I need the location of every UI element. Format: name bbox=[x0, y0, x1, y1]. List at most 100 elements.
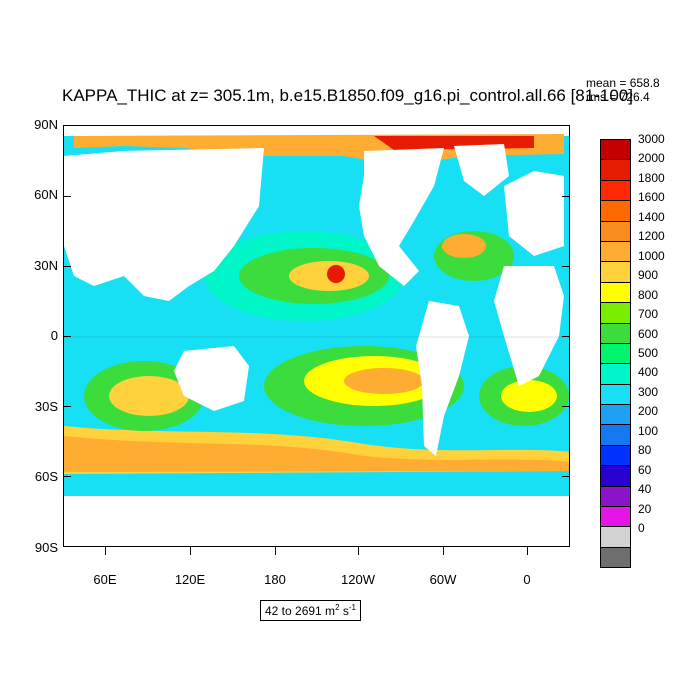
colorbar bbox=[600, 139, 631, 569]
stats-box: mean = 658.8 rms = 726.4 bbox=[586, 76, 660, 104]
southern-blue bbox=[64, 471, 569, 496]
colorbar-cell bbox=[600, 201, 631, 222]
y-label-30n: 30N bbox=[34, 258, 58, 273]
colorbar-cell bbox=[600, 180, 631, 202]
africa bbox=[494, 266, 564, 386]
asia bbox=[64, 148, 264, 301]
colorbar-cell bbox=[600, 486, 631, 508]
colorbar-cell bbox=[600, 364, 631, 385]
y-tick bbox=[562, 196, 570, 197]
southern-orange bbox=[64, 436, 569, 472]
colorbar-label: 1200 bbox=[638, 229, 665, 244]
colorbar-cell bbox=[600, 262, 631, 283]
colorbar-label: 900 bbox=[638, 268, 659, 283]
colorbar-cell bbox=[600, 466, 631, 487]
y-label-60s: 60S bbox=[34, 469, 58, 484]
north-america bbox=[359, 148, 444, 286]
colorbar-cell bbox=[600, 282, 631, 304]
x-label-60e: 60E bbox=[93, 572, 117, 587]
y-tick bbox=[63, 196, 71, 197]
npac-max bbox=[327, 265, 345, 283]
colorbar-cell bbox=[600, 323, 631, 344]
colorbar-cell bbox=[600, 160, 631, 181]
x-label-60w: 60W bbox=[429, 572, 457, 587]
satl-gyre-inner bbox=[501, 380, 557, 412]
antarctica bbox=[64, 496, 569, 546]
colorbar-label: 300 bbox=[638, 384, 659, 399]
colorbar-label: 200 bbox=[638, 404, 659, 419]
colorbar-label: 3000 bbox=[638, 132, 665, 146]
colorbar-label: 40 bbox=[638, 482, 652, 497]
colorbar-cell bbox=[600, 547, 631, 569]
natl-gyre-inner bbox=[442, 234, 486, 258]
colorbar-label: 1400 bbox=[638, 209, 665, 224]
colorbar-cell bbox=[600, 221, 631, 242]
colorbar-label: 100 bbox=[638, 423, 659, 438]
y-label-60n: 60N bbox=[34, 187, 58, 202]
colorbar-cell bbox=[600, 139, 631, 161]
y-label-eq: 0 bbox=[50, 328, 58, 343]
y-tick bbox=[562, 406, 570, 407]
polar-north-blank bbox=[64, 126, 569, 136]
plot-title: KAPPA_THIC at z= 305.1m, b.e15.B1850.f09… bbox=[62, 86, 633, 105]
x-label-120w: 120W bbox=[341, 572, 375, 587]
x-tick bbox=[105, 547, 106, 555]
mean-value: mean = 658.8 bbox=[586, 76, 660, 90]
y-label-90s: 90S bbox=[34, 540, 58, 555]
range-sup2: -1 bbox=[348, 603, 356, 612]
arctic-high bbox=[374, 136, 534, 150]
colorbar-cell bbox=[600, 384, 631, 406]
x-tick bbox=[275, 547, 276, 555]
y-tick bbox=[63, 266, 71, 267]
colorbar-label: 1000 bbox=[638, 248, 665, 263]
spac-gyre-inner bbox=[344, 368, 424, 394]
y-tick bbox=[562, 476, 570, 477]
y-tick bbox=[63, 406, 71, 407]
y-tick bbox=[63, 336, 71, 337]
europe bbox=[504, 171, 564, 256]
x-tick bbox=[358, 547, 359, 555]
colorbar-cell bbox=[600, 241, 631, 263]
colorbar-label: 2000 bbox=[638, 151, 665, 166]
y-tick bbox=[562, 336, 570, 337]
colorbar-cell bbox=[600, 425, 631, 446]
indian-gyre-inner bbox=[109, 376, 189, 416]
colorbar-cell bbox=[600, 445, 631, 467]
y-label-90n: 90N bbox=[34, 117, 58, 132]
greenland bbox=[454, 144, 509, 196]
range-sup1: 2 bbox=[335, 603, 340, 612]
south-america bbox=[416, 301, 469, 456]
x-tick bbox=[190, 547, 191, 555]
rms-value: rms = 726.4 bbox=[586, 90, 650, 104]
x-tick bbox=[527, 547, 528, 555]
colorbar-cell bbox=[600, 303, 631, 324]
x-label-180: 180 bbox=[264, 572, 286, 587]
colorbar-cell bbox=[600, 527, 631, 548]
colorbar-label: 1800 bbox=[638, 170, 665, 185]
colorbar-label: 800 bbox=[638, 287, 659, 302]
y-label-30s: 30S bbox=[34, 399, 58, 414]
map-field bbox=[64, 126, 569, 546]
range-text: 42 to 2691 m bbox=[265, 604, 336, 618]
colorbar-label: 700 bbox=[638, 307, 659, 322]
colorbar-cell bbox=[600, 507, 631, 528]
colorbar-label: 20 bbox=[638, 501, 652, 516]
x-label-120e: 120E bbox=[174, 572, 206, 587]
colorbar-label: 500 bbox=[638, 345, 659, 360]
colorbar-cell bbox=[600, 343, 631, 365]
x-tick bbox=[443, 547, 444, 555]
colorbar-label: 400 bbox=[638, 365, 659, 380]
colorbar-label: 80 bbox=[638, 443, 652, 458]
map-panel bbox=[63, 125, 570, 547]
range-label: 42 to 2691 m2 s-1 bbox=[260, 600, 361, 621]
y-tick bbox=[562, 266, 570, 267]
colorbar-cell bbox=[600, 405, 631, 426]
colorbar-label: 600 bbox=[638, 326, 659, 341]
colorbar-label: 1600 bbox=[638, 190, 665, 205]
range-s: s bbox=[339, 604, 349, 618]
colorbar-label: 0 bbox=[638, 521, 645, 535]
colorbar-label: 60 bbox=[638, 462, 652, 477]
x-label-0: 0 bbox=[523, 572, 531, 587]
australia bbox=[174, 346, 249, 411]
y-tick bbox=[63, 476, 71, 477]
